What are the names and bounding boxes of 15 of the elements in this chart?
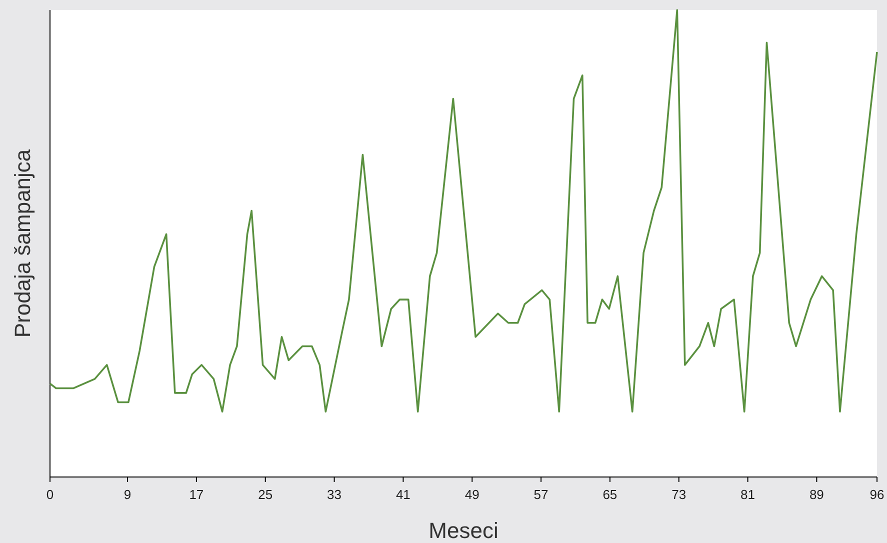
x-tick-label: 81: [740, 487, 756, 502]
x-tick-label: 89: [809, 487, 824, 502]
x-axis-title: Meseci: [428, 518, 498, 543]
x-tick-label: 41: [396, 487, 410, 502]
x-tick-label: 73: [672, 487, 686, 502]
x-tick-label: 0: [46, 487, 54, 502]
x-tick-label: 17: [189, 487, 204, 502]
x-tick-label: 33: [327, 487, 342, 502]
x-tick-label: 96: [870, 487, 884, 502]
x-tick-label: 57: [534, 487, 548, 502]
y-axis-title: Prodaja šampanjca: [10, 148, 35, 338]
x-tick-label: 9: [124, 487, 132, 502]
x-tick-label: 49: [464, 487, 480, 502]
x-tick-label: 25: [258, 487, 273, 502]
x-tick-label: 65: [602, 487, 618, 502]
